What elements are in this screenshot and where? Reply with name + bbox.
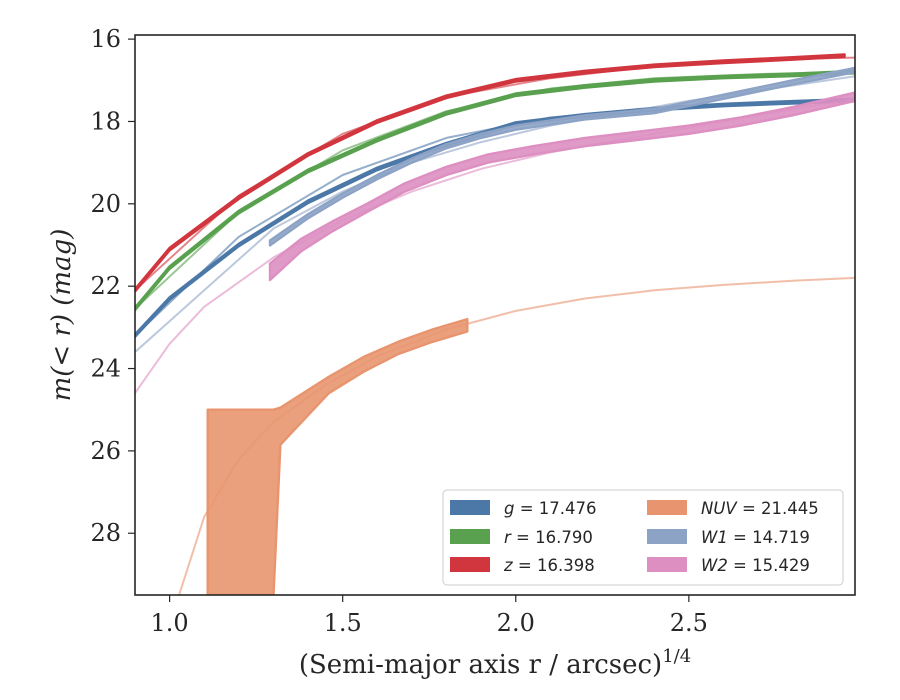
- x-tick-label: 2.0: [497, 609, 535, 637]
- y-tick-label: 28: [90, 519, 121, 547]
- z-data-band: [135, 53, 846, 293]
- nuv-data-band: [206, 317, 469, 595]
- g-data-band: [135, 97, 855, 338]
- plot-frame: [134, 34, 856, 596]
- y-axis-label: m(< r) (mag): [47, 229, 77, 402]
- legend-label: NUV = 21.445: [701, 499, 819, 518]
- y-tick-label: 24: [90, 355, 121, 383]
- legend-swatch: [450, 529, 490, 544]
- legend-label: r = 16.790: [504, 528, 593, 547]
- x-tick-label: 1.5: [324, 609, 362, 637]
- y-axis-ticks: 16 18 20 22 24 26 28: [90, 25, 135, 547]
- x-tick-label: 1.0: [151, 609, 189, 637]
- legend-swatch: [450, 500, 490, 515]
- y-tick-label: 18: [90, 107, 121, 135]
- legend-swatch: [647, 529, 687, 544]
- w2-model-curve: [135, 97, 855, 394]
- x-tick-label: 2.5: [670, 609, 708, 637]
- y-tick-label: 22: [90, 272, 121, 300]
- y-tick-label: 16: [90, 25, 121, 53]
- legend-entry-z: z = 16.398: [450, 556, 595, 575]
- y-tick-label: 20: [90, 190, 121, 218]
- legend-swatch: [647, 500, 687, 515]
- legend-swatch: [647, 557, 687, 572]
- x-axis-ticks: 1.0 1.5 2.0 2.5: [151, 595, 708, 637]
- legend-entry-g: g = 17.476: [450, 499, 597, 518]
- legend: g = 17.476 r = 16.790 z = 16.398 NUV = 21.4…: [442, 489, 844, 586]
- legend-entry-w2: W2 = 15.429: [647, 556, 810, 575]
- legend-label: W1 = 14.719: [701, 528, 810, 547]
- r-model-curve: [135, 70, 855, 310]
- legend-entry-nuv: NUV = 21.445: [647, 499, 819, 518]
- w2-data-band: [268, 91, 855, 282]
- legend-entry-r: r = 16.790: [450, 528, 593, 547]
- g-model-curve: [135, 99, 855, 337]
- w1-data-band: [268, 66, 855, 247]
- legend-swatch: [450, 557, 490, 572]
- legend-box: [442, 489, 844, 586]
- y-tick-label: 26: [90, 437, 121, 465]
- legend-label: W2 = 15.429: [701, 556, 810, 575]
- legend-label: z = 16.398: [503, 556, 595, 575]
- series-layer: [135, 53, 855, 595]
- legend-entry-w1: W1 = 14.719: [647, 528, 810, 547]
- legend-label: g = 17.476: [504, 499, 597, 518]
- x-axis-label: (Semi-major axis r / arcsec)1/4: [299, 646, 691, 680]
- r-data-band: [135, 69, 855, 312]
